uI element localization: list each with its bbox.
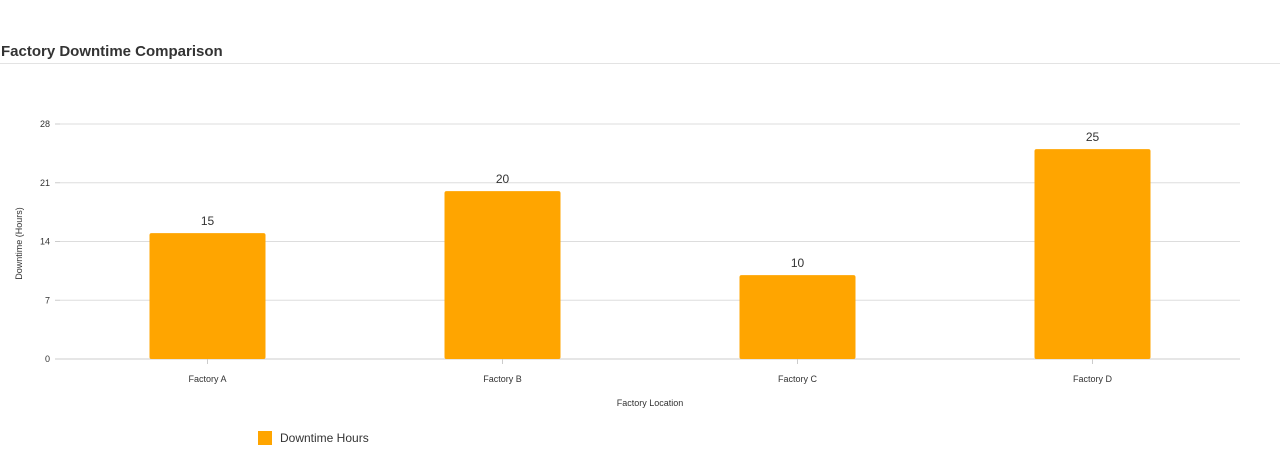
bars: 15 20 10 25 xyxy=(149,130,1151,359)
x-axis-label: Factory Location xyxy=(617,398,684,408)
x-tick-label: Factory B xyxy=(483,374,522,384)
x-tick-label: Factory D xyxy=(1073,374,1113,384)
bar-data-label: 25 xyxy=(1086,130,1100,144)
chart-header: Factory Downtime Comparison xyxy=(0,0,1280,64)
bar xyxy=(149,233,266,359)
y-tick-label: 21 xyxy=(40,178,50,188)
legend-label: Downtime Hours xyxy=(280,431,369,445)
x-axis: Factory A Factory B Factory C Factory D xyxy=(188,359,1112,384)
y-tick-label: 14 xyxy=(40,237,50,247)
y-axis-label: Downtime (Hours) xyxy=(14,207,24,280)
y-tick-label: 7 xyxy=(45,295,50,305)
bar xyxy=(739,275,856,359)
y-tick-label: 28 xyxy=(40,119,50,129)
chart-title: Factory Downtime Comparison xyxy=(1,43,223,60)
bar-data-label: 20 xyxy=(496,172,510,186)
legend[interactable]: Downtime Hours xyxy=(258,431,369,445)
bar-data-label: 15 xyxy=(201,214,215,228)
x-tick-label: Factory A xyxy=(188,374,226,384)
bar xyxy=(1034,149,1151,359)
bar-data-label: 10 xyxy=(791,256,805,270)
x-tick-label: Factory C xyxy=(778,374,818,384)
bar xyxy=(444,191,561,359)
y-axis: 0 7 14 21 28 xyxy=(40,119,60,364)
y-tick-label: 0 xyxy=(45,354,50,364)
legend-swatch xyxy=(258,431,272,445)
